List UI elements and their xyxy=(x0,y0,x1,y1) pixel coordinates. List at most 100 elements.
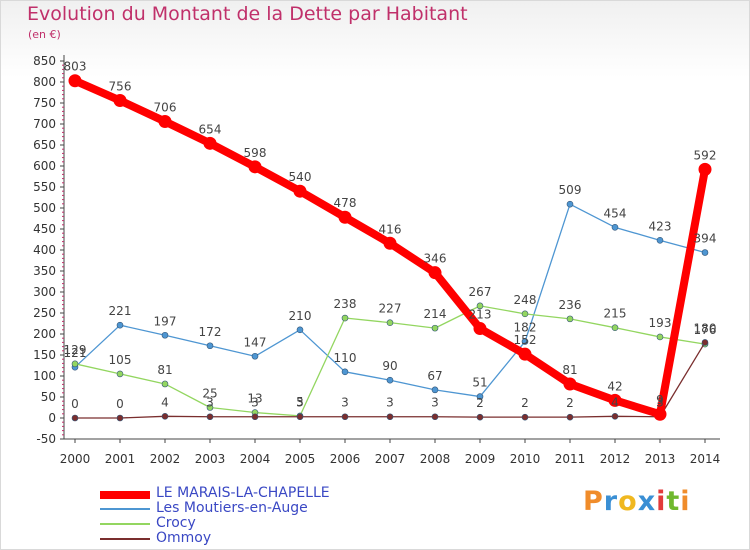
data-point xyxy=(116,370,124,378)
data-point xyxy=(206,413,214,421)
data-label: 4 xyxy=(611,395,619,409)
logo-letter: i xyxy=(680,486,691,517)
chart-subtitle: (en €) xyxy=(28,28,61,41)
data-point xyxy=(656,333,664,341)
legend-item: Crocy xyxy=(100,515,500,531)
legend-label: Crocy xyxy=(156,515,196,531)
data-point xyxy=(656,237,664,244)
y-tick-label: 450 xyxy=(33,222,56,236)
data-point xyxy=(611,413,619,420)
x-tick-label: 2000 xyxy=(60,452,91,466)
y-tick-label: 500 xyxy=(33,201,56,215)
data-label: 592 xyxy=(694,148,717,162)
logo-letter: r xyxy=(603,486,619,517)
y-tick-label: 350 xyxy=(33,264,56,278)
data-point xyxy=(386,319,394,326)
x-tick-label: 2004 xyxy=(240,452,271,466)
data-point xyxy=(296,326,304,334)
data-point xyxy=(158,114,172,128)
data-point xyxy=(161,413,169,420)
data-point xyxy=(431,413,439,421)
x-tick-label: 2011 xyxy=(555,452,586,466)
data-label: 213 xyxy=(469,308,492,322)
data-label: 756 xyxy=(109,79,132,93)
legend-label: LE MARAIS-LA-CHAPELLE xyxy=(156,485,330,501)
data-label: 25 xyxy=(202,387,217,401)
data-point xyxy=(611,324,619,332)
x-tick-label: 2014 xyxy=(690,452,721,466)
data-label: 110 xyxy=(334,351,357,365)
data-label: 423 xyxy=(649,219,672,233)
data-label: 0 xyxy=(71,397,79,411)
data-label: 803 xyxy=(64,60,87,74)
data-label: 197 xyxy=(154,314,177,328)
logo-letter: x xyxy=(637,486,657,517)
data-point xyxy=(518,347,532,361)
data-point xyxy=(248,160,262,174)
data-point xyxy=(71,360,79,368)
data-point xyxy=(203,136,217,150)
data-label: 509 xyxy=(559,183,582,197)
y-tick-label: 300 xyxy=(33,285,56,299)
data-label: 598 xyxy=(244,146,267,160)
y-tick-label: 550 xyxy=(33,180,56,194)
data-label: 2 xyxy=(476,396,484,410)
data-point xyxy=(383,236,397,250)
y-tick-label: 850 xyxy=(33,54,56,68)
data-label: 3 xyxy=(206,396,214,410)
data-label: 182 xyxy=(514,321,537,335)
y-tick-label: 650 xyxy=(33,138,56,152)
data-point xyxy=(341,413,349,421)
data-point xyxy=(476,413,484,421)
data-point xyxy=(611,224,619,231)
x-tick-label: 2012 xyxy=(600,452,631,466)
data-point xyxy=(566,315,574,323)
data-point xyxy=(521,338,529,345)
data-point xyxy=(338,210,352,224)
y-tick-label: 150 xyxy=(33,348,56,362)
data-label: 5 xyxy=(296,395,304,409)
data-label: 3 xyxy=(251,396,259,410)
data-label: 3 xyxy=(431,396,439,410)
data-label: 454 xyxy=(604,206,627,220)
data-label: 9 xyxy=(656,393,664,407)
data-point xyxy=(653,407,667,421)
data-label: 3 xyxy=(341,396,349,410)
data-label: 81 xyxy=(157,363,172,377)
data-label: 180 xyxy=(694,321,717,335)
data-point xyxy=(68,74,82,88)
x-tick-label: 2005 xyxy=(285,452,316,466)
data-point xyxy=(251,413,259,421)
data-point xyxy=(341,314,349,322)
y-tick-label: 100 xyxy=(33,369,56,383)
data-point xyxy=(206,404,214,411)
data-point xyxy=(296,413,304,421)
data-point xyxy=(431,324,439,332)
data-point xyxy=(431,386,439,394)
data-label: 81 xyxy=(562,363,577,377)
data-point xyxy=(473,322,487,336)
legend-label: Ommoy xyxy=(156,530,212,546)
data-label: 42 xyxy=(607,379,622,393)
data-point xyxy=(566,200,574,208)
y-tick-label: 250 xyxy=(33,306,56,320)
logo-letter: P xyxy=(583,486,604,517)
data-label: 4 xyxy=(161,395,169,409)
data-label: 267 xyxy=(469,285,492,299)
legend-swatch xyxy=(100,508,150,510)
data-label: 51 xyxy=(472,376,487,390)
legend-item: LE MARAIS-LA-CHAPELLE xyxy=(100,485,500,501)
y-tick-label: 50 xyxy=(41,390,56,404)
data-label: 706 xyxy=(154,100,177,114)
data-label: 238 xyxy=(334,297,357,311)
data-label: 416 xyxy=(379,222,402,236)
y-tick-label: 400 xyxy=(33,243,56,257)
y-tick-label: 0 xyxy=(48,411,56,425)
data-label: 3 xyxy=(296,396,304,410)
data-label: 105 xyxy=(109,353,132,367)
legend-swatch xyxy=(100,491,150,499)
data-point xyxy=(386,376,394,384)
logo-letter: i xyxy=(656,486,667,517)
chart-title: Evolution du Montant de la Dette par Hab… xyxy=(27,3,468,25)
